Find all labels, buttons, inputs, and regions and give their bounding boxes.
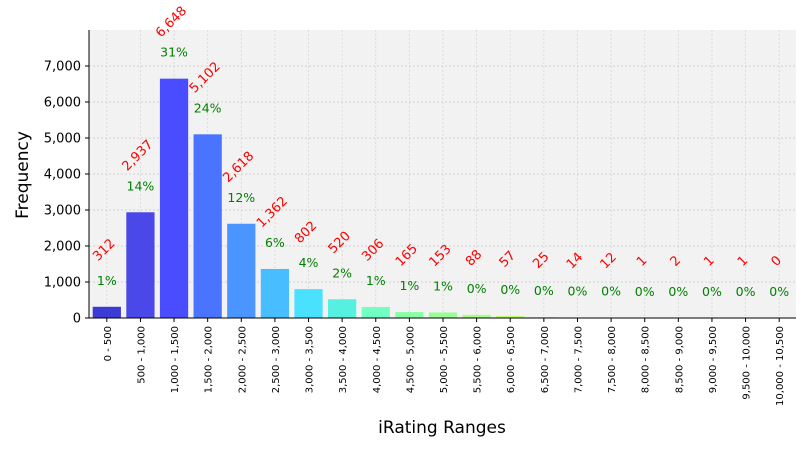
x-tick-label: 10,000 - 10,500 [775,326,786,406]
x-axis-label: iRating Ranges [378,418,506,438]
x-tick-label: 5,500 - 6,000 [473,326,484,393]
x-tick-label: 2,500 - 3,000 [271,326,282,393]
x-tick-label: 500 - 1,000 [136,326,147,384]
bar [395,312,423,318]
bar [362,307,390,318]
bar-percent-label: 14% [127,178,155,193]
bar-percent-label: 0% [635,284,655,299]
bar [328,299,356,318]
x-tick-label: 1,500 - 2,000 [204,326,215,393]
x-tick-label: 3,000 - 3,500 [305,326,316,393]
y-tick-label: 2,000 [44,240,81,255]
bar-percent-label: 1% [433,278,453,293]
x-tick-label: 2,000 - 2,500 [237,326,248,393]
y-tick-label: 5,000 [44,132,81,147]
bar-percent-label: 31% [160,45,188,60]
y-tick-label: 0 [73,312,81,327]
x-tick-label: 9,500 - 10,000 [742,326,753,400]
x-ticks: 0 - 500 500 - 1,000 1,000 - 1,500 1,500 - 2… [103,318,786,406]
y-tick-label: 1,000 [44,276,81,291]
bar [93,307,121,318]
x-tick-label: 0 - 500 [103,326,114,361]
bar [429,312,457,318]
bar-percent-label: 1% [399,278,419,293]
x-tick-label: 4,500 - 5,000 [405,326,416,393]
bar-percent-label: 0% [500,282,520,297]
x-tick-label: 7,500 - 8,000 [607,326,618,393]
bar-percent-label: 6% [265,235,285,250]
x-tick-label: 7,000 - 7,500 [573,326,584,393]
x-tick-label: 4,000 - 4,500 [372,326,383,393]
x-tick-label: 6,000 - 6,500 [506,326,517,393]
bar [294,289,322,318]
bar-percent-label: 1% [366,273,386,288]
bar-percent-label: 0% [568,283,588,298]
x-tick-label: 9,000 - 9,500 [708,326,719,393]
bar-percent-label: 1% [97,273,117,288]
y-ticks: 0 1,000 2,000 3,000 4,000 5,000 6,000 7,000 [44,60,89,327]
bar-percent-label: 0% [668,284,688,299]
bar-percent-label: 2% [332,265,352,280]
bar-percent-label: 0% [769,284,789,299]
bar-percent-label: 0% [467,281,487,296]
bar-percent-label: 0% [534,283,554,298]
x-tick-label: 6,500 - 7,000 [540,326,551,393]
bar [261,269,289,318]
bar [194,134,222,318]
x-tick-label: 1,000 - 1,500 [170,326,181,393]
bar-percent-label: 0% [736,284,756,299]
y-tick-label: 7,000 [44,60,81,75]
x-tick-label: 8,000 - 8,500 [641,326,652,393]
bar-percent-label: 0% [601,284,621,299]
y-tick-label: 6,000 [44,96,81,111]
y-axis-label: Frequency [13,131,33,219]
x-tick-label: 8,500 - 9,000 [674,326,685,393]
bar-percent-label: 24% [194,100,222,115]
bar-percent-label: 4% [299,255,319,270]
y-tick-label: 3,000 [44,204,81,219]
bar-percent-label: 12% [227,190,255,205]
bar [126,212,154,318]
bar [227,224,255,318]
y-tick-label: 4,000 [44,168,81,183]
bar [160,79,188,318]
bar-percent-label: 0% [702,284,722,299]
x-tick-label: 5,000 - 5,500 [439,326,450,393]
x-tick-label: 3,500 - 4,000 [338,326,349,393]
